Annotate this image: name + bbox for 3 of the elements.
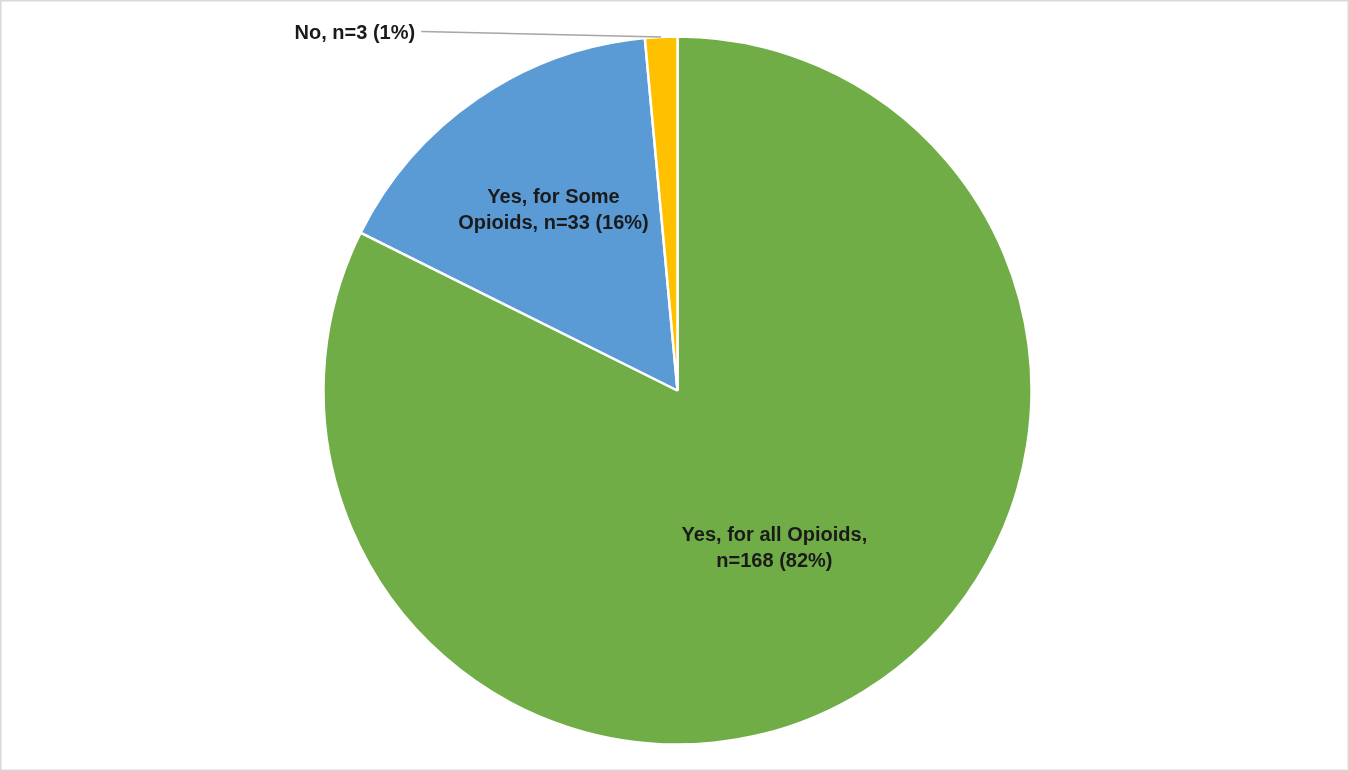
slice-label: Yes, for all Opioids, n=168 (82%) (681, 523, 868, 572)
slice-label: No, n=3 (1%) (294, 20, 416, 43)
slice-label: Yes, for Some Opioids, n=33 (16%) (458, 185, 649, 234)
